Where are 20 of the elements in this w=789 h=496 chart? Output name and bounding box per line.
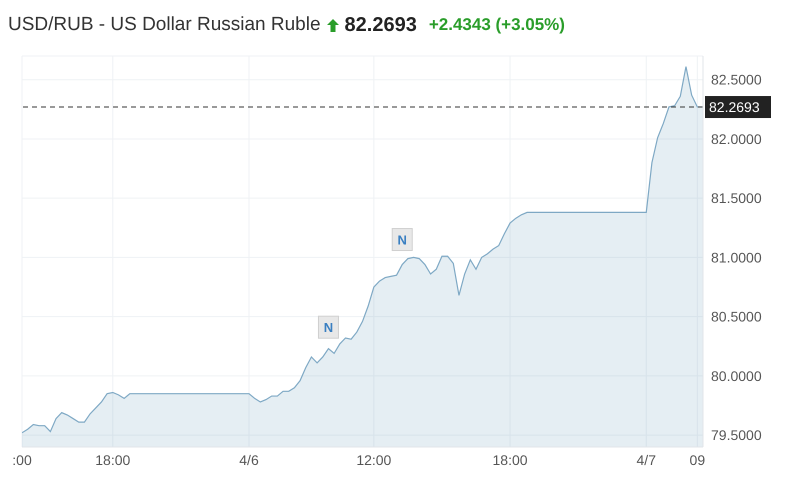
y-tick-label: 82.0000 [711, 130, 762, 147]
chart-subtitle: 82.2693 [344, 14, 417, 36]
annotation: N [398, 232, 407, 248]
x-tick-label: 4/7 [636, 452, 656, 468]
x-tick-label: 18:00 [492, 452, 528, 468]
y-tick-label: 81.0000 [711, 249, 762, 266]
annotation: N [324, 320, 334, 336]
y-tick-label: 79.5000 [711, 427, 762, 444]
ref-line-label: 82.2693 [709, 99, 760, 116]
chart-title: USD/RUB - US Dollar Russian Ruble [8, 14, 321, 36]
x-tick-label: 18:00 [95, 452, 131, 468]
x-tick-label: 4/6 [239, 452, 259, 468]
text: +2.4343 (+3.05%) [428, 15, 565, 35]
y-tick-label: 81.5000 [711, 190, 762, 206]
y-tick-label: 80.5000 [711, 308, 762, 325]
y-tick-label: 82.5000 [711, 72, 762, 88]
y-tick-label: 80.0000 [711, 368, 762, 384]
x-tick-label: 09 [690, 452, 706, 468]
x-tick-label: 12:00 [356, 452, 392, 468]
x-tick-label: :00 [12, 452, 32, 468]
